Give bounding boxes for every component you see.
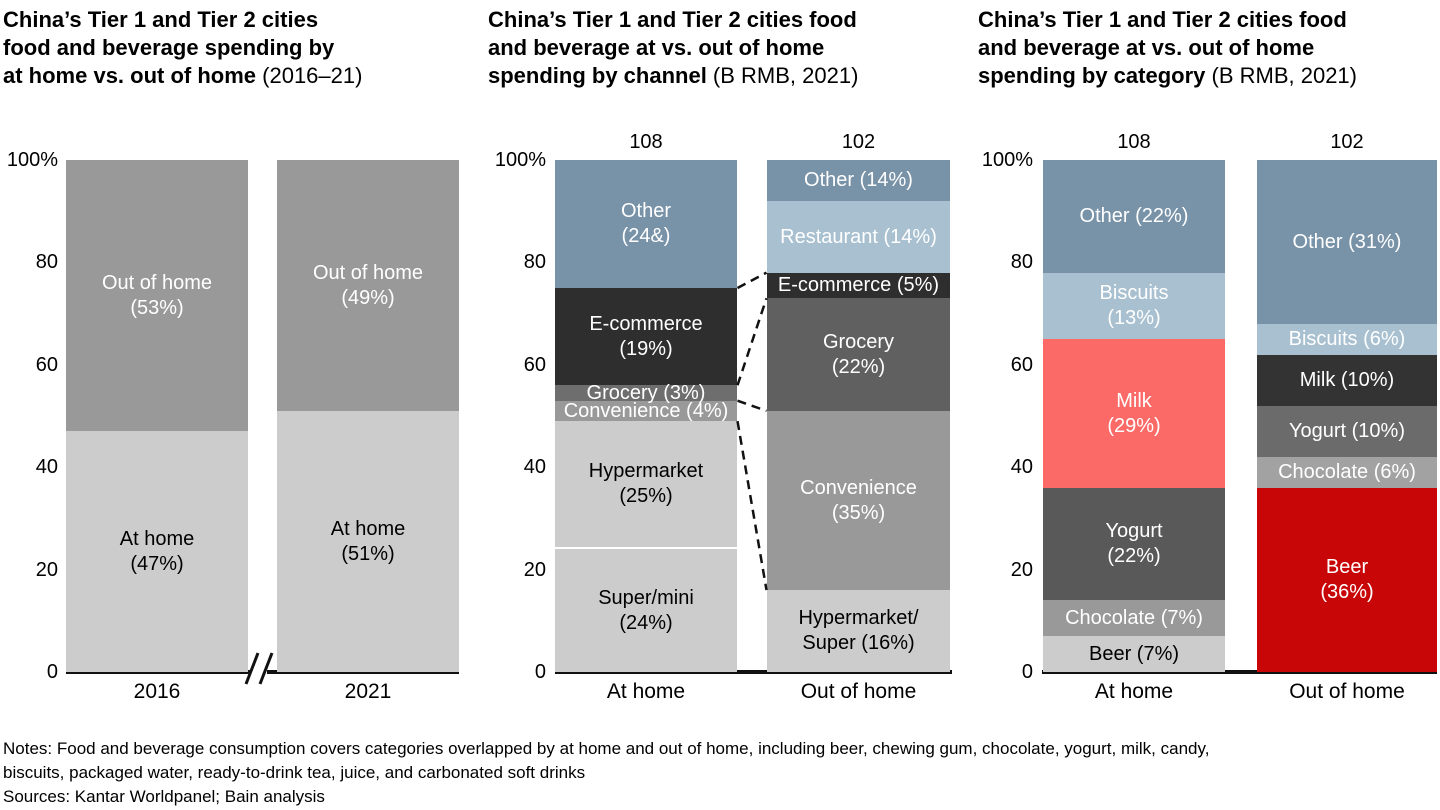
y-axis-tick-label: 0 — [1021, 661, 1033, 683]
bar-segment: Restaurant (14%) — [767, 201, 950, 273]
bar-segment: Out of home (49%) — [277, 160, 459, 411]
bar-segment: Grocery (22%) — [767, 298, 950, 411]
y-axis-tick-label: 20 — [35, 558, 58, 581]
segment-label: Other (14%) — [804, 169, 913, 191]
footnotes: Notes: Food and beverage consumption cov… — [3, 737, 1403, 809]
bar-segment: Convenience (35%) — [767, 411, 950, 590]
segment-label: Beer (7%) — [1088, 642, 1180, 665]
bar-segment: Beer (7%) — [1043, 636, 1225, 672]
bar-segment: Beer (36%) — [1257, 488, 1437, 672]
notes-line-2: biscuits, packaged water, ready-to-drink… — [3, 763, 586, 782]
y-axis-tick-label: 0 — [46, 661, 58, 683]
segment-label: Chocolate (6%) — [1278, 461, 1416, 483]
y-axis-tick-label: 0 — [534, 661, 546, 683]
segment-label: At home (47%) — [119, 527, 195, 575]
y-axis-tick-label: 80 — [35, 251, 58, 274]
x-axis-category-label: At home — [1094, 680, 1174, 703]
bar-total-label: 102 — [841, 131, 876, 153]
connector-dashed-line — [736, 271, 768, 290]
bar-segment: E-commerce (5%) — [767, 273, 950, 298]
bar-segment: E-commerce (19%) — [555, 288, 737, 385]
bar-segment: Milk (29%) — [1043, 339, 1225, 488]
bar-segment: At home (47%) — [66, 431, 248, 672]
y-axis-tick-label: 60 — [523, 353, 546, 376]
y-axis-tick-label: 80 — [1010, 251, 1033, 274]
segment-label: Yogurt (10%) — [1289, 420, 1405, 442]
bar-segment: Biscuits (6%) — [1257, 324, 1437, 355]
segment-label: Convenience (35%) — [800, 476, 917, 524]
segment-label: At home (51%) — [330, 517, 406, 565]
bar-total-label: 108 — [629, 131, 663, 153]
bar-segment: Yogurt (22%) — [1043, 488, 1225, 600]
bar-total-label: 102 — [1330, 131, 1364, 153]
bar-segment: Biscuits (13%) — [1043, 273, 1225, 339]
segment-label: Super/mini (24%) — [598, 586, 694, 634]
y-axis-tick-label: 40 — [35, 456, 58, 479]
segment-label: Milk (29%) — [1107, 389, 1161, 437]
x-axis-line — [1042, 670, 1437, 674]
chart-title: China’s Tier 1 and Tier 2 cities food and… — [978, 7, 1357, 88]
connector-dashed-line — [737, 399, 767, 413]
chart-title: China’s Tier 1 and Tier 2 cities food and… — [488, 7, 859, 88]
segment-label: Out of home (53%) — [101, 271, 213, 319]
y-axis-tick-label: 60 — [1010, 353, 1033, 376]
segment-label: Restaurant (14%) — [780, 225, 937, 248]
segment-label: Hypermarket (25%) — [588, 460, 704, 507]
y-axis-tick-label: 20 — [1010, 558, 1033, 581]
segment-label: Out of home (49%) — [312, 261, 424, 309]
segment-label: Grocery (3%) — [586, 381, 706, 404]
y-axis-tick-label: 100% — [981, 149, 1033, 171]
connector-dashed-line — [736, 420, 768, 591]
bar-segment: Other (14%) — [767, 160, 950, 201]
segment-label: Yogurt (22%) — [1105, 520, 1163, 567]
chart-title: China’s Tier 1 and Tier 2 cities food and… — [3, 7, 363, 88]
x-axis-category-label: Out of home — [1289, 680, 1405, 703]
sources-line: Sources: Kantar Worldpanel; Bain analysi… — [3, 787, 325, 806]
x-axis-category-label: Out of home — [800, 680, 917, 703]
bar-segment: Out of home (53%) — [66, 160, 248, 431]
y-axis-tick-label: 40 — [523, 456, 546, 479]
bar-segment: Hypermarket (25%) — [555, 421, 737, 549]
segment-label: Milk (10%) — [1299, 369, 1395, 391]
bar-segment: Grocery (3%) — [555, 382, 737, 404]
y-axis-tick-label: 100% — [6, 149, 58, 171]
bar-segment: Yogurt (10%) — [1257, 406, 1437, 457]
y-axis-tick-label: 20 — [523, 558, 546, 581]
y-axis-tick-label: 40 — [1010, 456, 1033, 479]
bar-total-label: 108 — [1117, 131, 1151, 153]
y-axis-tick-label: 60 — [35, 353, 58, 376]
segment-label: Grocery (22%) — [822, 330, 895, 378]
bar-segment: Convenience (4%) — [555, 399, 737, 422]
bar-segment: Super/mini (24%) — [555, 549, 737, 672]
bar-segment: Other (22%) — [1043, 160, 1225, 273]
bar-segment: Hypermarket/ Super (16%) — [767, 590, 950, 672]
bar-segment: Milk (10%) — [1257, 355, 1437, 406]
segment-label: Other (31%) — [1292, 230, 1402, 253]
segment-label: Hypermarket/ Super (16%) — [798, 607, 919, 654]
segment-label: Other (24&) — [620, 200, 672, 247]
x-axis-category-label: 2016 — [133, 680, 181, 703]
segment-label: Convenience (4%) — [563, 399, 729, 422]
segment-label: Other (22%) — [1079, 205, 1189, 227]
segment-label: E-commerce (5%) — [777, 274, 940, 296]
bar-segment: At home (51%) — [277, 411, 459, 672]
y-axis-tick-label: 80 — [523, 251, 546, 274]
x-axis-line — [555, 670, 952, 674]
bar-segment: Chocolate (6%) — [1257, 457, 1437, 488]
y-axis-tick-label: 100% — [494, 149, 546, 171]
segment-label: Chocolate (7%) — [1065, 606, 1203, 629]
notes-line-1: Notes: Food and beverage consumption cov… — [3, 739, 1210, 758]
bar-segment: Other (24&) — [555, 160, 737, 288]
bar-segment: Chocolate (7%) — [1043, 600, 1225, 636]
x-axis-category-label: At home — [606, 680, 686, 703]
segment-label: Biscuits (6%) — [1288, 328, 1406, 350]
x-axis-category-label: 2021 — [344, 680, 392, 703]
bar-segment: Other (31%) — [1257, 160, 1437, 324]
segment-label: Biscuits (13%) — [1099, 282, 1169, 329]
segment-label: E-commerce (19%) — [589, 312, 703, 360]
connector-dashed-line — [736, 297, 768, 386]
segment-label: Beer (36%) — [1320, 556, 1374, 603]
